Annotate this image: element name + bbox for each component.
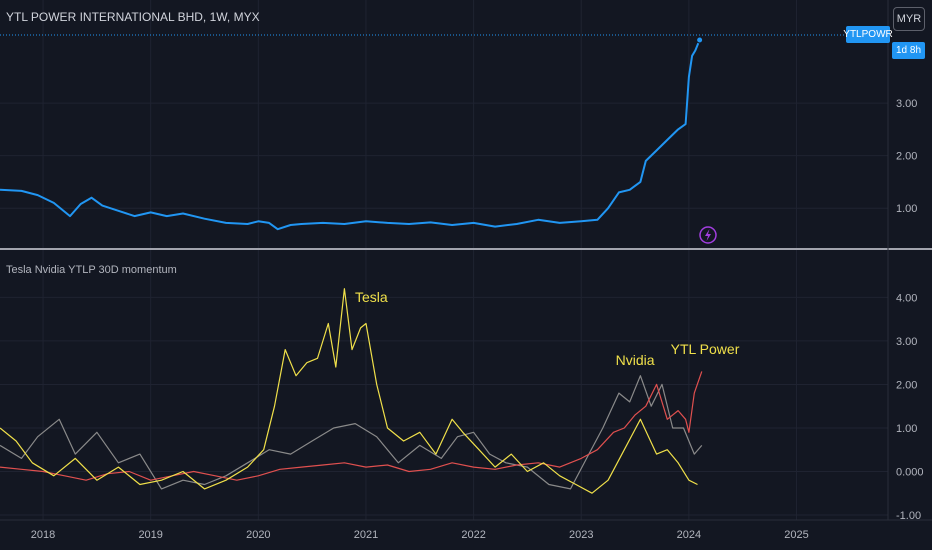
momentum-tick-label: 0.000 (896, 466, 924, 478)
nvidia-momentum-line (0, 375, 703, 490)
price-series (0, 39, 701, 231)
x-tick-label: 2025 (784, 529, 808, 541)
ytl-power-momentum-line (0, 371, 703, 481)
momentum-tick-label: -1.00 (896, 510, 921, 522)
last-price-dot (696, 36, 704, 44)
momentum-axis: -1.00 0.000 1.00 2.00 3.00 4.00 (896, 292, 924, 522)
momentum-pane-grid (0, 250, 888, 520)
indicator-title[interactable]: Tesla Nvidia YTLP 30D momentum (6, 264, 177, 276)
lightning-icon[interactable] (699, 226, 717, 244)
price-axis: 1.00 2.00 3.00 (896, 98, 917, 215)
chart-title: YTL POWER INTERNATIONAL BHD, 1W, MYX (6, 10, 260, 24)
annotation-label: YTL Power (671, 341, 740, 357)
momentum-tick-label: 2.00 (896, 379, 917, 391)
momentum-series (0, 288, 703, 494)
x-tick-label: 2021 (354, 529, 378, 541)
x-tick-label: 2020 (246, 529, 270, 541)
price-pane-grid (0, 0, 888, 248)
annotation-label: Tesla (355, 289, 388, 305)
bar-countdown-badge: 1d 8h (892, 42, 925, 59)
ytlpowr-price-line (0, 39, 701, 231)
time-axis: 2018 2019 2020 2021 2022 2023 2024 2025 (31, 529, 809, 541)
momentum-tick-label: 1.00 (896, 423, 917, 435)
price-tick-label: 1.00 (896, 203, 917, 215)
x-tick-label: 2018 (31, 529, 55, 541)
x-tick-label: 2023 (569, 529, 593, 541)
x-tick-label: 2019 (138, 529, 162, 541)
chart-annotations: Tesla Nvidia YTL Power (355, 289, 740, 368)
symbol-price-badge: YTLPOWR (843, 26, 893, 43)
x-tick-label: 2022 (461, 529, 485, 541)
currency-button[interactable]: MYR (893, 7, 925, 31)
momentum-tick-label: 3.00 (896, 336, 917, 348)
momentum-tick-label: 4.00 (896, 292, 917, 304)
x-tick-label: 2024 (677, 529, 701, 541)
price-tick-label: 2.00 (896, 151, 917, 163)
price-tick-label: 3.00 (896, 98, 917, 110)
tesla-momentum-line (0, 288, 698, 494)
annotation-label: Nvidia (616, 352, 655, 368)
